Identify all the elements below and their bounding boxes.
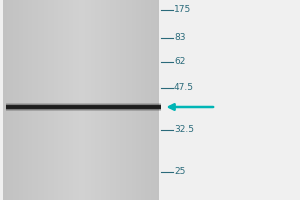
Bar xyxy=(132,0,134,200)
Text: 62: 62 xyxy=(174,58,185,66)
Text: 175: 175 xyxy=(174,5,191,15)
Bar xyxy=(28,0,30,200)
Text: 83: 83 xyxy=(174,33,185,43)
Bar xyxy=(83,0,85,200)
Bar xyxy=(108,0,110,200)
Bar xyxy=(32,0,34,200)
Bar xyxy=(36,0,38,200)
Bar xyxy=(136,0,137,200)
Bar xyxy=(17,0,19,200)
Bar xyxy=(130,0,132,200)
Bar xyxy=(26,0,28,200)
Bar xyxy=(89,0,91,200)
Bar xyxy=(40,0,42,200)
Bar xyxy=(56,0,58,200)
Bar xyxy=(118,0,120,200)
Bar xyxy=(59,0,62,200)
Bar xyxy=(73,0,75,200)
Bar xyxy=(95,0,97,200)
Bar xyxy=(77,0,79,200)
Bar xyxy=(34,0,36,200)
Text: 32.5: 32.5 xyxy=(174,126,194,134)
Bar xyxy=(58,0,59,200)
Bar xyxy=(25,0,26,200)
Bar xyxy=(48,0,50,200)
Bar xyxy=(153,0,155,200)
Bar xyxy=(15,0,17,200)
Bar xyxy=(6,103,160,104)
Bar xyxy=(3,0,5,200)
Bar xyxy=(134,0,136,200)
Bar xyxy=(91,0,93,200)
Bar xyxy=(71,0,73,200)
Bar xyxy=(87,0,89,200)
Bar xyxy=(81,0,83,200)
Bar xyxy=(44,0,46,200)
Bar xyxy=(147,0,149,200)
Bar xyxy=(120,0,122,200)
Bar xyxy=(157,0,159,200)
Bar xyxy=(65,0,68,200)
Bar xyxy=(140,0,142,200)
Bar xyxy=(54,0,56,200)
Bar xyxy=(6,109,160,110)
Bar xyxy=(85,0,87,200)
Bar xyxy=(99,0,100,200)
Bar xyxy=(97,0,98,200)
Bar xyxy=(112,0,114,200)
Bar xyxy=(30,0,32,200)
Bar xyxy=(151,0,153,200)
Bar xyxy=(110,0,112,200)
Text: 25: 25 xyxy=(174,168,185,176)
Bar xyxy=(6,105,160,109)
Bar xyxy=(104,0,106,200)
Bar xyxy=(149,0,151,200)
Bar xyxy=(122,0,124,200)
Bar xyxy=(64,0,65,200)
Bar xyxy=(50,0,52,200)
Bar xyxy=(143,0,145,200)
Bar xyxy=(128,0,130,200)
Bar xyxy=(5,0,7,200)
Text: 47.5: 47.5 xyxy=(174,84,194,92)
Bar xyxy=(116,0,118,200)
Bar xyxy=(102,0,104,200)
Bar xyxy=(145,0,147,200)
Bar xyxy=(42,0,44,200)
Bar xyxy=(126,0,128,200)
Bar xyxy=(6,107,160,108)
Bar xyxy=(38,0,40,200)
Bar xyxy=(75,0,77,200)
Bar xyxy=(124,0,126,200)
Bar xyxy=(67,0,69,200)
Bar xyxy=(138,0,140,200)
Bar xyxy=(46,0,48,200)
Bar xyxy=(69,0,71,200)
Bar xyxy=(22,0,25,200)
Bar xyxy=(79,0,81,200)
Bar xyxy=(7,0,9,200)
Bar xyxy=(114,0,116,200)
Bar xyxy=(6,105,160,106)
Bar xyxy=(142,0,143,200)
Bar xyxy=(61,0,64,200)
Bar xyxy=(106,0,108,200)
Bar xyxy=(52,0,54,200)
Bar xyxy=(11,0,13,200)
Bar xyxy=(13,0,15,200)
Bar xyxy=(20,0,22,200)
Bar xyxy=(19,0,20,200)
Bar xyxy=(93,0,95,200)
Bar xyxy=(9,0,11,200)
Bar xyxy=(155,0,157,200)
Bar xyxy=(100,0,102,200)
